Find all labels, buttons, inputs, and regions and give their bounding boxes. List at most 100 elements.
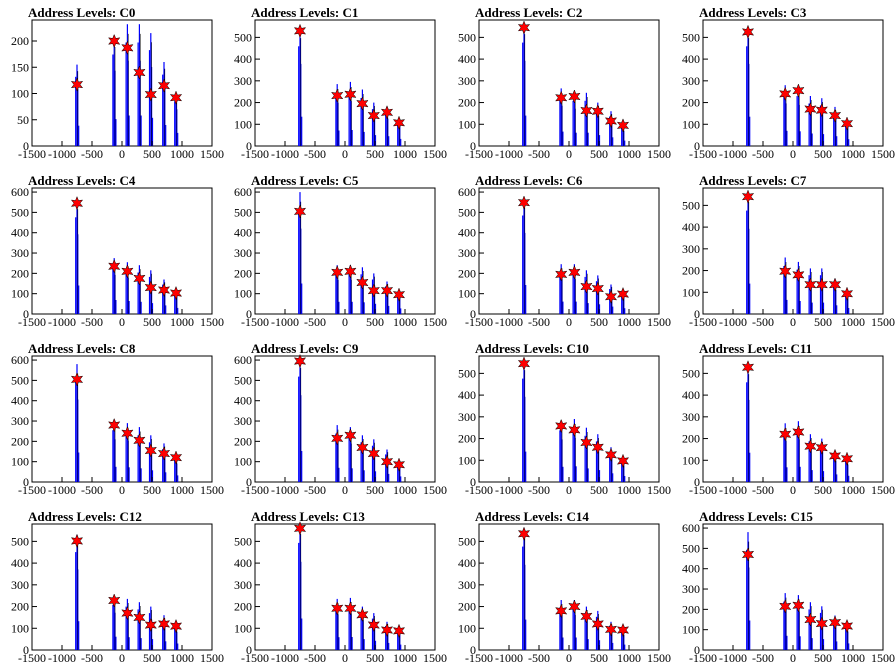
- x-tick-label: 0: [119, 651, 125, 665]
- x-tick-label: 1500: [871, 147, 895, 161]
- x-tick-label: -1500: [689, 147, 717, 161]
- histogram-series: [746, 364, 850, 482]
- star-marker-icon: [779, 86, 792, 102]
- x-tick-label: -500: [81, 483, 103, 497]
- star-marker-icon: [121, 426, 134, 441]
- y-tick-label: 200: [458, 600, 476, 614]
- y-tick-label: 300: [458, 578, 476, 592]
- chart-panel-1: Address Levels: C10100200300400500-1500-…: [234, 5, 447, 161]
- plot-frame: [702, 355, 884, 483]
- chart-panel-14: Address Levels: C14 0 100 200 300 400 500 -1500…: [458, 509, 671, 665]
- x-tick-label: 500: [366, 483, 384, 497]
- chart-title: Address Levels: C14: [475, 509, 589, 524]
- star-marker-icon: [133, 65, 146, 80]
- y-tick-label: 200: [11, 34, 29, 48]
- plot-frame: [254, 19, 436, 147]
- y-tick-label: 0: [470, 307, 476, 321]
- star-marker-icon: [70, 533, 84, 549]
- x-tick-label: 500: [590, 315, 608, 329]
- x-tick-label: -500: [528, 483, 550, 497]
- x-tick-label: 1500: [423, 651, 447, 665]
- star-marker-icon: [554, 418, 568, 434]
- x-tick-label: 0: [790, 651, 796, 665]
- y-tick-label: 0: [23, 139, 29, 153]
- y-tick-label: 0: [470, 643, 476, 657]
- star-marker-icon: [367, 108, 380, 123]
- star-marker-icon: [70, 372, 84, 387]
- y-tick-label: 0: [470, 475, 476, 489]
- star-marker-icon: [331, 265, 344, 280]
- histogram-series: [746, 532, 850, 650]
- x-tick-label: 1000: [617, 147, 641, 161]
- y-tick-label: 300: [682, 582, 700, 596]
- chart-panel-8: Address Levels: C8 0 100 200 300 400 500 600 -15…: [11, 341, 224, 497]
- star-marker-icon: [616, 118, 630, 133]
- star-marker-icon: [580, 103, 593, 118]
- x-tick-label: 1000: [170, 651, 194, 665]
- plot-frame: [254, 355, 436, 483]
- y-tick-label: 100: [682, 623, 700, 637]
- x-tick-label: 0: [790, 147, 796, 161]
- chart-panel-9: Address Levels: C9 0 100 200 300 400 500 600 -15…: [234, 341, 447, 497]
- histogram-series: [298, 192, 402, 314]
- star-marker-icon: [392, 457, 406, 472]
- star-marker-icon: [144, 443, 157, 458]
- y-tick-label: 200: [682, 96, 700, 110]
- x-tick-label: 1500: [647, 147, 671, 161]
- y-tick-label: 500: [11, 373, 29, 387]
- x-tick-label: 1500: [871, 483, 895, 497]
- chart-title: Address Levels: C0: [28, 5, 135, 20]
- star-marker-icon: [741, 24, 755, 40]
- y-tick-label: 100: [458, 453, 476, 467]
- y-tick-label: 100: [458, 287, 476, 301]
- x-tick-label: -1000: [495, 651, 523, 665]
- x-tick-label: -1500: [241, 651, 269, 665]
- histogram-series: [746, 192, 850, 314]
- star-marker-icon: [517, 356, 531, 371]
- star-marker-icon: [568, 89, 581, 104]
- y-tick-label: 100: [11, 621, 29, 635]
- x-tick-label: 1500: [647, 651, 671, 665]
- star-marker-icon: [815, 277, 828, 292]
- x-tick-label: -1000: [495, 315, 523, 329]
- star-marker-icon: [380, 454, 394, 469]
- y-tick-label: 0: [694, 139, 700, 153]
- x-tick-label: 0: [566, 315, 572, 329]
- x-tick-label: 1000: [841, 483, 865, 497]
- star-marker-icon: [356, 275, 369, 290]
- star-marker-icon: [108, 417, 121, 433]
- star-marker-icon: [779, 264, 792, 279]
- x-tick-label: 1000: [170, 315, 194, 329]
- x-tick-label: -1000: [48, 147, 76, 161]
- y-tick-label: 300: [682, 410, 700, 424]
- x-tick-label: 0: [119, 483, 125, 497]
- y-tick-label: 300: [458, 410, 476, 424]
- x-tick-label: -1000: [271, 315, 299, 329]
- chart-panel-10: Address Levels: C10 0 100 200 300 400 500 -1500…: [458, 341, 671, 497]
- star-marker-icon: [108, 259, 121, 274]
- y-tick-label: 100: [682, 285, 700, 299]
- x-tick-label: -1500: [465, 147, 493, 161]
- x-tick-label: 1500: [200, 483, 224, 497]
- x-tick-label: -1000: [48, 315, 76, 329]
- y-tick-label: 100: [234, 455, 252, 469]
- y-tick-label: 500: [458, 30, 476, 44]
- x-tick-label: -500: [528, 651, 550, 665]
- chart-title: Address Levels: C10: [475, 341, 589, 356]
- y-tick-label: 500: [11, 205, 29, 219]
- star-marker-icon: [555, 267, 568, 282]
- star-marker-icon: [380, 283, 394, 298]
- x-tick-label: -1500: [241, 315, 269, 329]
- y-tick-label: 400: [682, 562, 700, 576]
- x-tick-label: -1500: [689, 315, 717, 329]
- histogram-series: [298, 28, 402, 146]
- plot-frame: [31, 187, 213, 315]
- x-tick-label: 1500: [423, 147, 447, 161]
- x-tick-label: 1000: [393, 147, 417, 161]
- y-tick-label: 0: [246, 643, 252, 657]
- y-tick-label: 0: [246, 307, 252, 321]
- y-tick-label: 500: [458, 534, 476, 548]
- x-tick-label: 1500: [871, 315, 895, 329]
- x-tick-label: 0: [119, 147, 125, 161]
